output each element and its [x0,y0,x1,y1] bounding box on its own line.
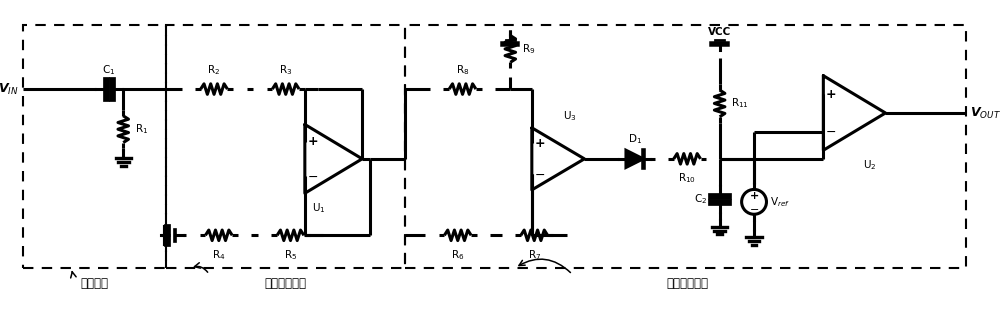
Text: V$_{ref}$: V$_{ref}$ [770,195,790,209]
Text: 脉宽鉴别单元: 脉宽鉴别单元 [666,276,708,290]
Text: R$_2$: R$_2$ [207,63,221,77]
Text: R$_1$: R$_1$ [135,122,148,136]
Text: 过零比较单元: 过零比较单元 [265,276,307,290]
Text: U$_3$: U$_3$ [563,109,577,123]
Text: U$_2$: U$_2$ [863,158,877,172]
Text: $-$: $-$ [825,125,837,138]
Text: R$_7$: R$_7$ [528,248,541,262]
Text: +: + [534,137,545,150]
Text: R$_9$: R$_9$ [522,42,535,56]
Text: 微分单元: 微分单元 [81,276,109,290]
Text: R$_8$: R$_8$ [456,63,469,77]
Text: R$_4$: R$_4$ [212,248,226,262]
Text: $-$: $-$ [534,168,545,181]
Text: R$_3$: R$_3$ [279,63,292,77]
Text: D$_1$: D$_1$ [628,132,642,146]
Polygon shape [626,150,643,167]
Text: C$_2$: C$_2$ [694,192,707,206]
Text: VCC: VCC [708,26,731,36]
Text: +: + [826,88,836,101]
Text: $-$: $-$ [749,203,759,213]
Text: R$_{10}$: R$_{10}$ [678,171,696,185]
Text: V$_{OUT}$: V$_{OUT}$ [970,105,1000,121]
Text: C$_1$: C$_1$ [102,63,116,77]
Text: $-$: $-$ [307,169,318,183]
Text: R$_5$: R$_5$ [284,248,297,262]
Text: R$_{11}$: R$_{11}$ [731,96,749,110]
Text: +: + [749,191,759,201]
Text: R$_6$: R$_6$ [451,248,464,262]
Text: V$_{IN}$: V$_{IN}$ [0,81,19,97]
Text: +: + [307,135,318,148]
Text: U$_1$: U$_1$ [312,201,326,215]
